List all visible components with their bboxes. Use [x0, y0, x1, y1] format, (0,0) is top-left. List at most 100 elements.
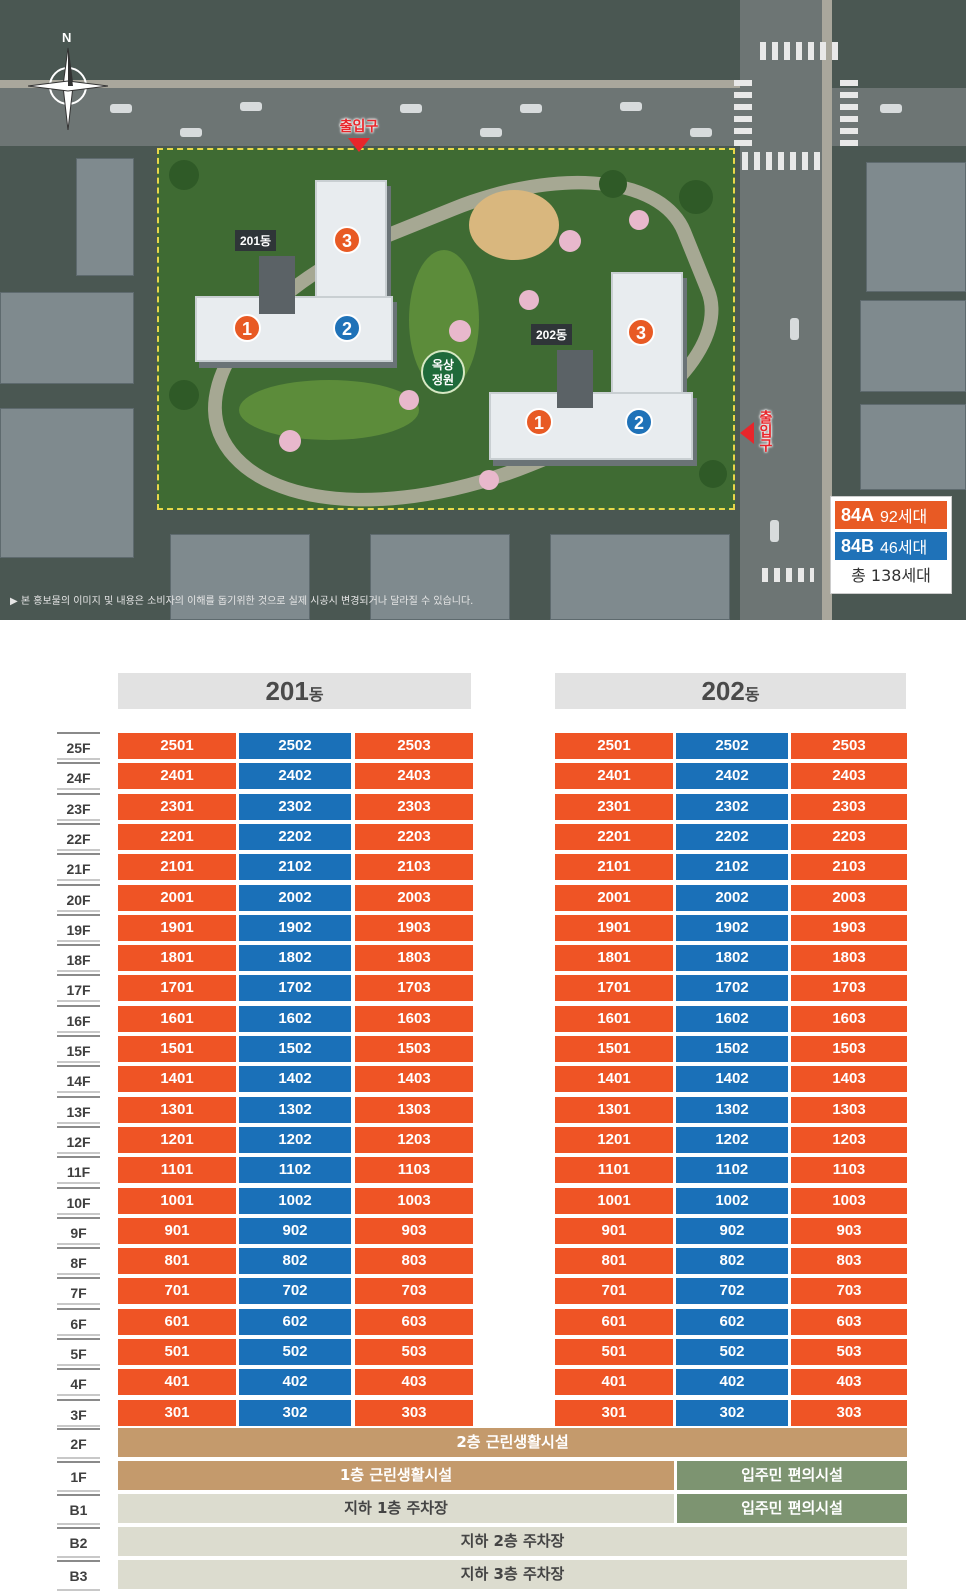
unit-cell-202: 2201 [555, 824, 673, 850]
crosswalk-bottom [762, 568, 814, 582]
floor-label: 18F [57, 944, 100, 972]
unit-cell-201: 2202 [239, 824, 351, 850]
unit-cell-201: 902 [239, 1218, 351, 1244]
unit-cell-201: 2301 [118, 794, 236, 820]
rooftop-garden-badge: 옥상 정원 [421, 350, 465, 394]
unit-cell-202: 302 [676, 1400, 788, 1426]
unit-cell-201: 1301 [118, 1097, 236, 1123]
legend-count: 46세대 [880, 540, 928, 557]
building-header-201: 201동 [118, 673, 471, 709]
unit-cell-201: 803 [355, 1248, 473, 1274]
unit-cell-202: 601 [555, 1309, 673, 1335]
unit-type-legend: 84A 92세대 84B 46세대 총 138세대 [830, 496, 952, 594]
building-number: 201 [265, 676, 309, 706]
unit-cell-202: 602 [676, 1309, 788, 1335]
legend-type: 84B [841, 535, 875, 556]
unit-cell-201: 301 [118, 1400, 236, 1426]
unit-cell-202: 1302 [676, 1097, 788, 1123]
unit-cell-202: 902 [676, 1218, 788, 1244]
unit-cell-201: 703 [355, 1278, 473, 1304]
tree [559, 230, 581, 252]
wing-tag-201-1: 1 [233, 314, 261, 342]
site-plan-aerial: N 201동 3 1 2 202동 3 [0, 0, 966, 620]
unit-cell-202: 2001 [555, 885, 673, 911]
floor-label: 14F [57, 1065, 100, 1093]
legend-type: 84A [841, 504, 875, 525]
rooftop-garden-label-line-2: 정원 [431, 373, 455, 387]
resident-amenity: 입주민 편의시설 [677, 1494, 907, 1523]
car [520, 104, 542, 113]
unit-cell-201: 503 [355, 1339, 473, 1365]
building-202-label: 202동 [531, 324, 573, 345]
legend-row-84b: 84B 46세대 [835, 532, 947, 560]
unit-cell-202: 701 [555, 1278, 673, 1304]
tree [599, 170, 627, 198]
unit-cell-202: 1901 [555, 915, 673, 941]
unit-cell-202: 2203 [791, 824, 907, 850]
unit-cell-201: 701 [118, 1278, 236, 1304]
entrance-arrow-icon [348, 138, 370, 152]
unit-cell-202: 403 [791, 1369, 907, 1395]
unit-cell-201: 1002 [239, 1188, 351, 1214]
unit-cell-202: 702 [676, 1278, 788, 1304]
floor-label: 20F [57, 884, 100, 912]
unit-cell-202: 1803 [791, 945, 907, 971]
unit-cell-201: 2402 [239, 763, 351, 789]
unit-cell-201: 2001 [118, 885, 236, 911]
unit-cell-202: 2103 [791, 854, 907, 880]
building-number: 202 [701, 676, 745, 706]
unit-cell-201: 1303 [355, 1097, 473, 1123]
crosswalk-south [742, 152, 822, 170]
floor-label: 10F [57, 1187, 100, 1215]
floor-label: 22F [57, 823, 100, 851]
unit-cell-202: 1703 [791, 975, 907, 1001]
unit-cell-201: 1603 [355, 1006, 473, 1032]
unit-cell-202: 1301 [555, 1097, 673, 1123]
unit-cell-202: 802 [676, 1248, 788, 1274]
unit-cell-201: 1801 [118, 945, 236, 971]
unit-cell-201: 1702 [239, 975, 351, 1001]
unit-cell-201: 802 [239, 1248, 351, 1274]
unit-cell-201: 302 [239, 1400, 351, 1426]
entrance-east-label: 출입구 [758, 410, 774, 452]
unit-cell-202: 1103 [791, 1157, 907, 1183]
unit-cell-201: 601 [118, 1309, 236, 1335]
floor-label: 25F [57, 732, 100, 760]
unit-cell-201: 1501 [118, 1036, 236, 1062]
tree [479, 470, 499, 490]
unit-cell-202: 502 [676, 1339, 788, 1365]
unit-cell-202: 2303 [791, 794, 907, 820]
tree [449, 320, 471, 342]
sidewalk-north [0, 80, 740, 88]
unit-cell-201: 1703 [355, 975, 473, 1001]
unit-cell-201: 403 [355, 1369, 473, 1395]
unit-cell-202: 303 [791, 1400, 907, 1426]
car [790, 318, 799, 340]
building-header-202: 202동 [555, 673, 906, 709]
parking-floor: 지하 1층 주차장 [118, 1494, 674, 1523]
floor-label: 6F [57, 1308, 100, 1336]
unit-cell-202: 1402 [676, 1066, 788, 1092]
neighbor-building [170, 534, 310, 620]
neighbor-building [860, 300, 966, 392]
unit-cell-201: 1803 [355, 945, 473, 971]
floor-label: 1F [57, 1461, 100, 1492]
building-202-wing-1-2 [489, 392, 693, 460]
retail-floor: 2층 근린생활시설 [118, 1428, 907, 1457]
unit-cell-201: 1401 [118, 1066, 236, 1092]
unit-cell-201: 2303 [355, 794, 473, 820]
unit-cell-201: 1502 [239, 1036, 351, 1062]
crosswalk-north [760, 42, 840, 60]
unit-cell-202: 503 [791, 1339, 907, 1365]
car [180, 128, 202, 137]
floor-label: 9F [57, 1217, 100, 1245]
unit-cell-202: 1403 [791, 1066, 907, 1092]
neighbor-building [370, 534, 510, 620]
unit-cell-201: 1503 [355, 1036, 473, 1062]
tree [169, 380, 199, 410]
unit-cell-202: 603 [791, 1309, 907, 1335]
unit-cell-201: 1903 [355, 915, 473, 941]
floor-label: 24F [57, 762, 100, 790]
unit-cell-201: 1102 [239, 1157, 351, 1183]
unit-cell-201: 2401 [118, 763, 236, 789]
